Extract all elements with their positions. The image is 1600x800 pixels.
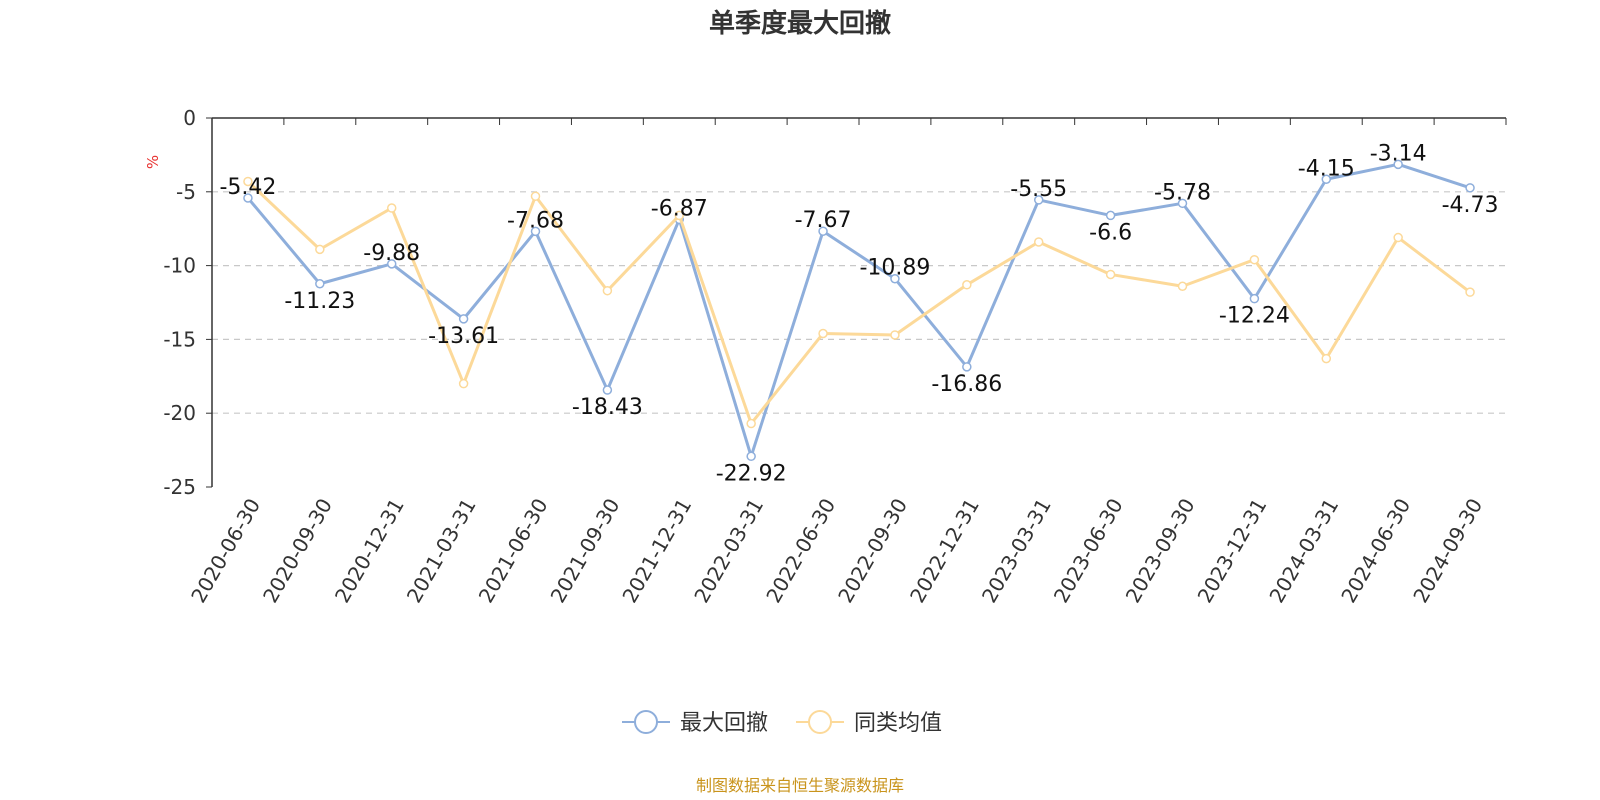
x-tick-label: 2021-12-31	[617, 494, 696, 607]
data-label: -7.67	[795, 208, 852, 233]
y-tick-label: -25	[163, 475, 196, 499]
x-tick-label: 2020-06-30	[186, 494, 265, 607]
data-point[interactable]	[1177, 281, 1188, 292]
data-point[interactable]	[1105, 210, 1116, 221]
data-point[interactable]	[458, 314, 469, 324]
data-point[interactable]	[458, 378, 469, 389]
data-label: -5.55	[1010, 177, 1067, 202]
data-label: -4.73	[1442, 193, 1499, 218]
data-label: -22.92	[716, 461, 787, 486]
data-label: -16.86	[931, 372, 1002, 397]
data-point[interactable]	[818, 328, 828, 339]
x-tick-label: 2022-06-30	[761, 494, 840, 607]
y-tick-label: -15	[163, 327, 196, 351]
data-point[interactable]	[602, 385, 613, 395]
x-tick-label: 2023-12-31	[1193, 494, 1272, 607]
x-tick-label: 2024-09-30	[1408, 494, 1487, 607]
x-tick-label: 2023-06-30	[1049, 494, 1128, 607]
x-tick-label: 2022-12-31	[905, 494, 984, 607]
legend-item[interactable]: 最大回撤	[622, 710, 768, 736]
data-point[interactable]	[1393, 232, 1403, 243]
y-tick-label: -5	[176, 180, 196, 204]
x-tick-label: 2020-09-30	[258, 494, 337, 607]
y-tick-label: 0	[183, 106, 196, 130]
x-tick-label: 2023-09-30	[1121, 494, 1200, 607]
data-point[interactable]	[386, 203, 397, 213]
legend-item[interactable]: 同类均值	[796, 710, 942, 736]
data-point[interactable]	[962, 280, 972, 290]
data-point[interactable]	[746, 451, 756, 462]
data-point[interactable]	[530, 226, 541, 237]
data-label: -7.68	[507, 208, 564, 233]
data-point[interactable]	[386, 259, 397, 269]
data-point[interactable]	[602, 285, 613, 296]
data-label: -9.88	[363, 241, 420, 266]
legend-marker	[808, 710, 832, 734]
data-label: -5.42	[219, 175, 276, 200]
data-point[interactable]	[890, 330, 900, 340]
source-note: 制图数据来自恒生聚源数据库	[696, 776, 904, 795]
data-point[interactable]	[962, 362, 972, 372]
data-label: -6.6	[1089, 220, 1132, 245]
x-tick-label: 2022-03-31	[689, 494, 768, 607]
data-point[interactable]	[1465, 183, 1475, 193]
legend-label: 最大回撤	[680, 711, 768, 736]
data-label: -12.24	[1219, 304, 1290, 329]
data-label: -4.15	[1298, 156, 1355, 181]
data-point[interactable]	[1393, 159, 1403, 170]
x-tick-label: 2022-09-30	[833, 494, 912, 607]
data-point[interactable]	[674, 210, 685, 221]
x-tick-label: 2021-03-31	[402, 494, 481, 607]
data-label: -11.23	[284, 289, 355, 314]
data-point[interactable]	[315, 244, 325, 255]
data-point[interactable]	[890, 273, 900, 284]
x-tick-label: 2024-03-31	[1264, 494, 1343, 607]
x-tick-label: 2021-09-30	[546, 494, 625, 607]
legend-marker	[634, 710, 658, 734]
data-point[interactable]	[1465, 287, 1475, 297]
data-point[interactable]	[1177, 198, 1188, 209]
data-point[interactable]	[1249, 254, 1260, 265]
data-point[interactable]	[243, 193, 253, 203]
x-tick-label: 2021-06-30	[474, 494, 553, 607]
data-label: -3.14	[1370, 141, 1427, 166]
x-tick-label: 2023-03-31	[977, 494, 1056, 607]
data-label: -18.43	[572, 395, 643, 420]
series-line	[246, 180, 1471, 426]
legend: 最大回撤 同类均值	[622, 710, 942, 736]
series-line	[246, 162, 1471, 458]
x-tick-label: 2024-06-30	[1336, 494, 1415, 607]
data-point[interactable]	[1321, 174, 1332, 185]
data-point[interactable]	[1249, 293, 1260, 304]
series-lines	[243, 159, 1475, 462]
data-point[interactable]	[818, 226, 828, 236]
y-tick-label: -20	[163, 401, 196, 425]
data-point[interactable]	[1033, 237, 1044, 247]
data-point[interactable]	[746, 418, 756, 429]
data-label: -10.89	[859, 256, 930, 281]
data-labels: -5.42 -11.23 -9.88 -13.61 -7.68 -18.43 -6.87 -2…	[219, 141, 1498, 486]
grid-lines	[212, 191, 1506, 414]
x-tick-label: 2020-12-31	[330, 494, 409, 607]
y-axis-unit: %	[144, 155, 162, 169]
y-tick-label: -10	[163, 254, 196, 278]
legend-label: 同类均值	[854, 711, 942, 736]
data-label: -5.78	[1154, 180, 1211, 205]
data-point[interactable]	[243, 176, 253, 187]
data-point[interactable]	[1321, 353, 1332, 364]
data-point[interactable]	[530, 191, 541, 201]
chart-title: 单季度最大回撤	[709, 8, 891, 39]
data-point[interactable]	[1105, 269, 1116, 280]
data-label: -13.61	[428, 324, 499, 349]
data-label: -6.87	[651, 196, 708, 221]
data-point[interactable]	[315, 279, 325, 289]
data-point[interactable]	[1033, 195, 1044, 205]
